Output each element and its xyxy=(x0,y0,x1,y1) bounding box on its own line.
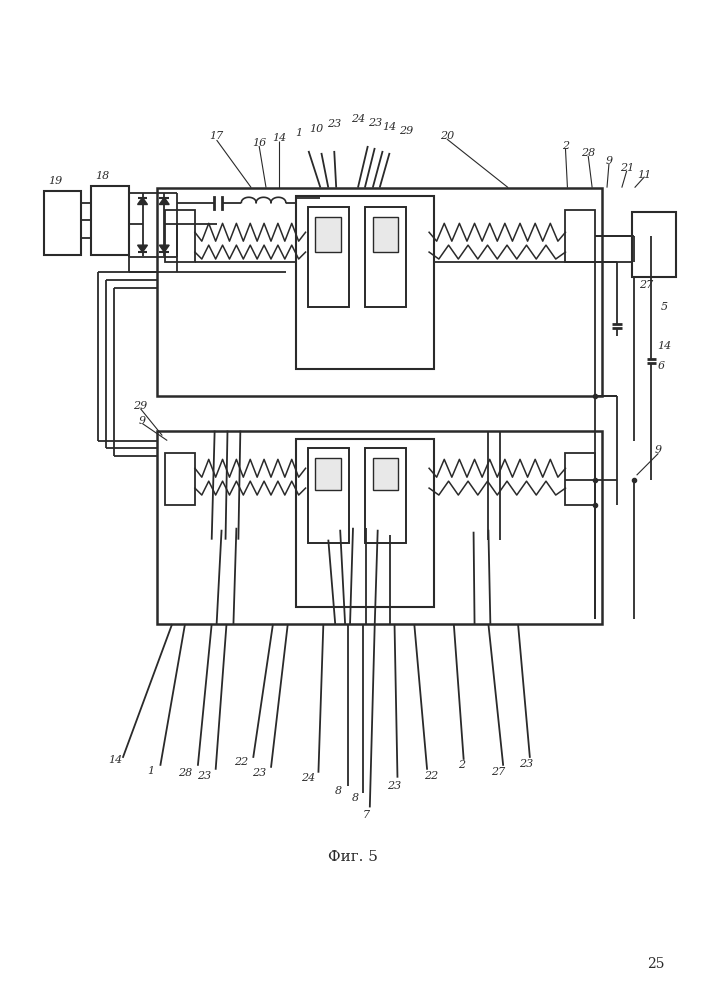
Text: 23: 23 xyxy=(387,781,402,791)
Text: 24: 24 xyxy=(301,773,315,783)
Text: 14: 14 xyxy=(107,755,122,765)
Bar xyxy=(315,458,341,490)
Text: 2: 2 xyxy=(562,141,569,151)
Text: Фиг. 5: Фиг. 5 xyxy=(328,850,378,864)
Bar xyxy=(158,431,602,624)
Bar xyxy=(566,210,595,262)
Text: 28: 28 xyxy=(581,148,595,158)
Text: 23: 23 xyxy=(519,759,533,769)
Text: 1: 1 xyxy=(147,766,154,776)
Text: 6: 6 xyxy=(658,361,665,371)
Text: 22: 22 xyxy=(424,771,438,781)
Text: 1: 1 xyxy=(295,128,302,138)
Text: 9: 9 xyxy=(605,156,612,166)
Text: 16: 16 xyxy=(252,138,267,148)
Text: 2: 2 xyxy=(458,760,465,770)
Text: 9: 9 xyxy=(655,445,662,455)
Text: 25: 25 xyxy=(647,957,665,971)
Text: 29: 29 xyxy=(399,126,414,136)
Bar xyxy=(91,186,129,255)
Text: 19: 19 xyxy=(48,176,63,186)
Bar xyxy=(158,188,602,396)
Text: 23: 23 xyxy=(197,771,211,781)
Bar xyxy=(165,453,195,505)
Text: 23: 23 xyxy=(252,768,267,778)
Text: 27: 27 xyxy=(639,280,654,290)
Polygon shape xyxy=(138,198,148,204)
Text: 14: 14 xyxy=(382,122,397,132)
Text: 17: 17 xyxy=(209,131,223,141)
Bar xyxy=(308,207,349,307)
Polygon shape xyxy=(138,245,148,252)
Text: 23: 23 xyxy=(368,118,382,128)
Text: 27: 27 xyxy=(491,767,506,777)
Polygon shape xyxy=(159,198,169,204)
Polygon shape xyxy=(159,245,169,252)
Text: 7: 7 xyxy=(362,810,370,820)
Bar xyxy=(365,448,407,543)
Bar xyxy=(296,196,434,369)
Text: 22: 22 xyxy=(234,757,248,767)
Text: 20: 20 xyxy=(440,131,454,141)
Text: 11: 11 xyxy=(638,170,652,180)
Text: 9: 9 xyxy=(139,416,146,426)
Bar xyxy=(566,453,595,505)
Bar xyxy=(296,439,434,607)
Bar xyxy=(44,191,81,255)
Text: 8: 8 xyxy=(351,793,358,803)
Bar xyxy=(631,212,676,277)
Text: 18: 18 xyxy=(95,171,109,181)
Text: 14: 14 xyxy=(658,341,672,351)
Text: 23: 23 xyxy=(327,119,341,129)
Bar xyxy=(373,217,399,252)
Text: 8: 8 xyxy=(334,786,341,796)
Text: 14: 14 xyxy=(271,133,286,143)
Text: 29: 29 xyxy=(134,401,148,411)
Text: 21: 21 xyxy=(619,163,634,173)
Bar xyxy=(315,217,341,252)
Bar xyxy=(165,210,195,262)
Bar xyxy=(365,207,407,307)
Text: 24: 24 xyxy=(351,114,365,124)
Text: 5: 5 xyxy=(661,302,668,312)
Text: 10: 10 xyxy=(310,124,324,134)
Text: 28: 28 xyxy=(178,768,192,778)
Bar xyxy=(308,448,349,543)
Bar xyxy=(373,458,399,490)
